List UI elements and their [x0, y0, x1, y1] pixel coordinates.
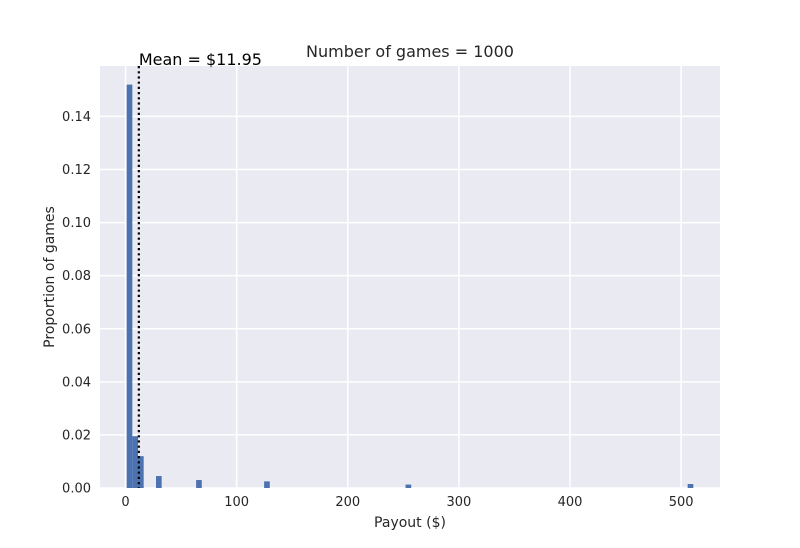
x-tick-labels: 0 100 200 300 400 500: [121, 495, 693, 510]
x-axis-label: Payout ($): [374, 515, 446, 531]
mean-annotation: Mean = $11.95: [139, 50, 262, 69]
histogram-bar-2: [138, 456, 144, 488]
x-tick-label: 300: [446, 495, 471, 510]
x-tick-label: 100: [224, 495, 249, 510]
x-tick-label: 400: [558, 495, 583, 510]
y-tick-label: 0.14: [62, 110, 91, 125]
histogram-bar-6: [405, 484, 412, 488]
histogram-bar-1: [132, 436, 138, 488]
grid-lines: [100, 66, 720, 489]
y-tick-label: 0.04: [62, 375, 91, 390]
y-tick-label: 0.10: [62, 216, 91, 231]
histogram-bars: [126, 84, 694, 488]
x-tick-label: 0: [121, 495, 129, 510]
y-axis-label: Proportion of games: [42, 206, 58, 348]
x-tick-label: 500: [669, 495, 694, 510]
y-tick-labels: 0.00 0.02 0.04 0.06 0.08 0.10 0.12 0.14: [62, 110, 91, 497]
x-tick-label: 200: [335, 495, 360, 510]
y-tick-label: 0.08: [62, 269, 91, 284]
histogram-bar-4: [196, 480, 202, 488]
y-tick-label: 0.06: [62, 322, 91, 337]
y-tick-label: 0.00: [62, 482, 91, 497]
histogram-bar-5: [264, 481, 270, 488]
plot-area: [100, 66, 720, 488]
y-tick-label: 0.02: [62, 428, 91, 443]
histogram-bar-3: [156, 476, 162, 488]
histogram-bar-0: [126, 84, 133, 488]
y-tick-label: 0.12: [62, 163, 91, 178]
histogram-bar-7: [687, 484, 694, 488]
chart-title: Number of games = 1000: [306, 42, 514, 61]
